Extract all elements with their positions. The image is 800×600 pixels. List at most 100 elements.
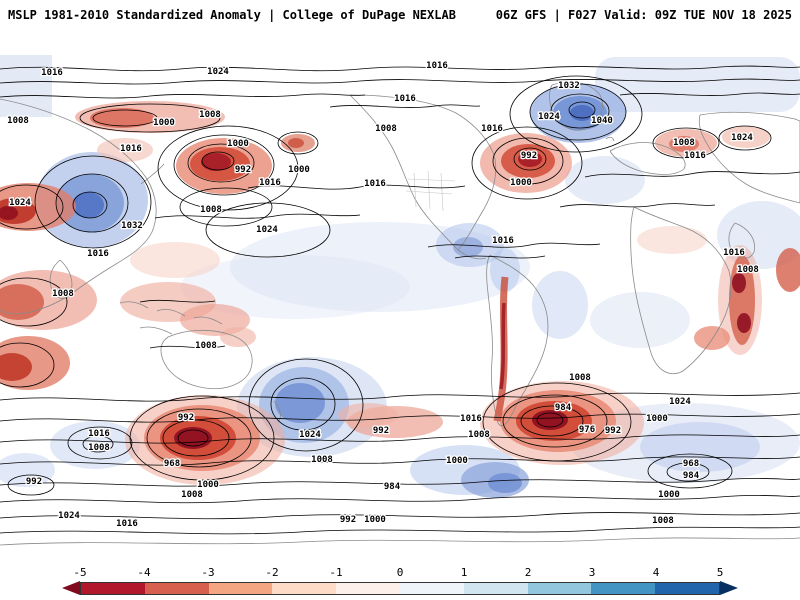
isobar-closed bbox=[162, 419, 230, 457]
isobar-closed bbox=[187, 143, 255, 183]
isobar-closed bbox=[270, 377, 336, 431]
colorbar-segment bbox=[336, 582, 400, 594]
isobar-line bbox=[0, 512, 800, 520]
colorbar-tick: -3 bbox=[201, 566, 215, 579]
contour-label: 992 bbox=[605, 426, 621, 436]
contour-label: 1008 bbox=[311, 455, 333, 465]
coastline bbox=[698, 111, 800, 204]
contour-label: 1024 bbox=[538, 112, 560, 122]
contour-label: 992 bbox=[340, 515, 356, 525]
coastline bbox=[457, 249, 487, 260]
isobar-line bbox=[0, 434, 800, 444]
contour-label: 1008 bbox=[7, 116, 29, 126]
contour-label: 1016 bbox=[481, 124, 503, 134]
contour-label: 1008 bbox=[569, 373, 591, 383]
isobar-closed bbox=[529, 83, 627, 141]
contour-label: 1024 bbox=[299, 430, 321, 440]
anomaly-blob bbox=[97, 138, 153, 162]
anomaly-blob bbox=[565, 156, 645, 204]
contour-label: 1032 bbox=[121, 221, 143, 231]
isobar-closed bbox=[248, 358, 364, 452]
anomaly-blob bbox=[722, 126, 770, 148]
coastline bbox=[728, 222, 755, 259]
contour-label: 1000 bbox=[288, 165, 310, 175]
isobar-line bbox=[247, 184, 466, 190]
isobar-closed bbox=[0, 184, 64, 230]
anomaly-blob bbox=[499, 302, 506, 390]
isobar-line bbox=[154, 213, 361, 219]
isobar-line bbox=[0, 526, 800, 535]
isobar-closed bbox=[471, 126, 583, 200]
anomaly-blob bbox=[488, 473, 522, 493]
contour-label: 1024 bbox=[9, 198, 31, 208]
anomaly-blob bbox=[640, 422, 760, 472]
colorbar-tick: -5 bbox=[73, 566, 87, 579]
isobar-line bbox=[0, 456, 800, 466]
isobar-line bbox=[329, 104, 481, 108]
coastline bbox=[486, 254, 549, 427]
contour-label: 1024 bbox=[669, 397, 691, 407]
coastline bbox=[0, 537, 800, 546]
isobar-closed bbox=[513, 147, 547, 171]
coastline bbox=[193, 316, 223, 325]
isobar-closed bbox=[92, 109, 158, 127]
contour-label: 1000 bbox=[227, 139, 249, 149]
isobar-closed bbox=[129, 395, 275, 481]
contour-label: 1008 bbox=[737, 265, 759, 275]
contour-label: 1016 bbox=[41, 68, 63, 78]
contour-label: 1016 bbox=[684, 151, 706, 161]
contour-label: 1040 bbox=[591, 116, 613, 126]
contour-label: 992 bbox=[178, 413, 194, 423]
contour-label: 1016 bbox=[460, 414, 482, 424]
isobar-closed bbox=[177, 429, 209, 447]
colorbar-row bbox=[62, 581, 738, 595]
isobar-closed bbox=[67, 426, 133, 460]
isobar-closed bbox=[7, 474, 55, 496]
isobar-line bbox=[0, 93, 366, 99]
anomaly-blob bbox=[732, 273, 746, 293]
colorbar-tick: 2 bbox=[524, 566, 532, 579]
colorbar-tick: -1 bbox=[329, 566, 343, 579]
contour-label: 1016 bbox=[88, 429, 110, 439]
colorbar-segment bbox=[591, 582, 656, 594]
contour-label: 1008 bbox=[652, 516, 674, 526]
anomaly-blob bbox=[275, 383, 325, 423]
isobar-line bbox=[559, 203, 716, 208]
isobar-closed bbox=[568, 101, 596, 119]
coastline bbox=[119, 301, 149, 309]
isobar-line bbox=[139, 299, 216, 303]
contour-label: 1000 bbox=[646, 414, 668, 424]
contour-label: 976 bbox=[579, 425, 595, 435]
colorbar-segment bbox=[272, 582, 337, 594]
contour-label: 1024 bbox=[58, 511, 80, 521]
state-border bbox=[440, 172, 444, 212]
contour-label: 1008 bbox=[195, 341, 217, 351]
contour-label: 1008 bbox=[468, 430, 490, 440]
isobar-closed bbox=[536, 412, 564, 428]
state-border bbox=[413, 172, 417, 208]
colorbar-bar bbox=[80, 581, 720, 595]
isobar-line bbox=[0, 392, 800, 402]
isobar-line bbox=[427, 242, 601, 248]
state-borders bbox=[405, 170, 456, 212]
colorbar-tick: -4 bbox=[137, 566, 151, 579]
coastline bbox=[156, 308, 186, 317]
isobar-closed bbox=[520, 405, 584, 437]
anomaly-blob bbox=[174, 427, 212, 449]
coastline bbox=[140, 163, 165, 185]
colorbar-tick: 0 bbox=[396, 566, 404, 579]
contour-label: 1016 bbox=[87, 249, 109, 259]
anomaly-blob bbox=[338, 403, 398, 427]
colorbar-segment bbox=[81, 582, 145, 594]
isobar-closed bbox=[79, 103, 221, 133]
anomaly-blob bbox=[694, 326, 730, 350]
contour-label: 1032 bbox=[558, 81, 580, 91]
anomaly-shading bbox=[0, 55, 800, 498]
isobar-closed bbox=[482, 382, 632, 462]
coastline bbox=[349, 94, 497, 251]
contour-label: 1000 bbox=[364, 515, 386, 525]
colorbar-tick: 3 bbox=[588, 566, 596, 579]
contour-label: 1000 bbox=[446, 456, 468, 466]
contour-label: 968 bbox=[164, 459, 180, 469]
